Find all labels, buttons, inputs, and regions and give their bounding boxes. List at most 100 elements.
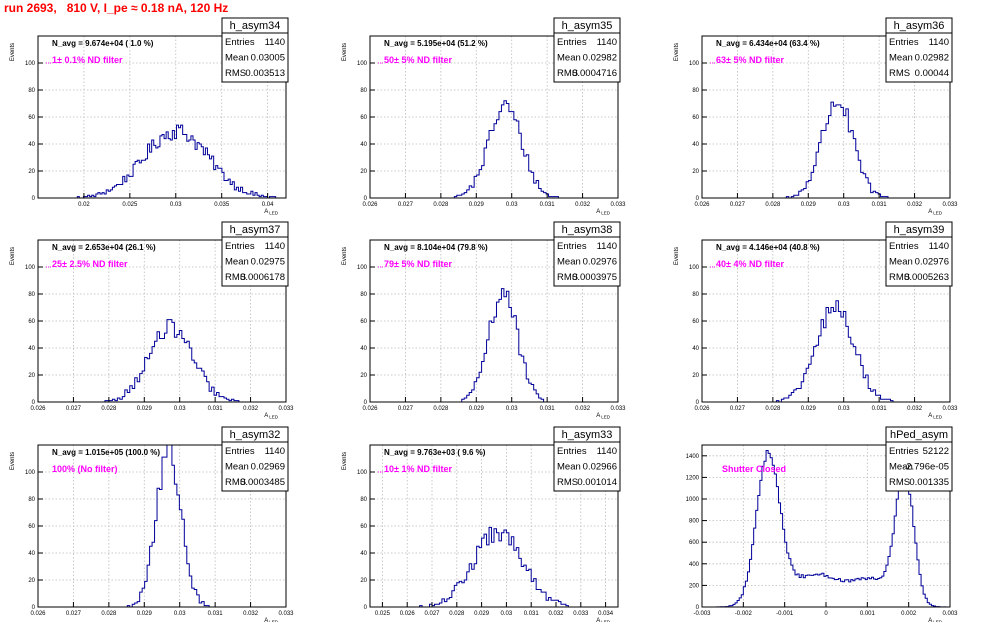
y-tick-label: 0 [696, 196, 700, 202]
x-tick-label: 0.026 [694, 406, 710, 412]
histogram-panel-h_asym39: 0.026 0.027 0.028 0.029 0.03 0.031 0.032 0.033 0… [674, 221, 958, 420]
stats-label: RMS [225, 68, 246, 79]
stats-value: 0.001335 [909, 477, 949, 488]
y-tick-label: 40 [28, 142, 35, 148]
histogram-line [38, 319, 286, 403]
stats-value: 1140 [597, 446, 617, 457]
x-axis-label: ALED [264, 209, 279, 216]
stats-label: Mean [889, 462, 913, 473]
x-tick-label: 0.026 [400, 611, 416, 617]
x-tick-label: 0.03 [838, 406, 850, 412]
x-tick-label: 0.03 [174, 406, 186, 412]
x-tick-label: 0.033 [278, 611, 294, 617]
x-tick-label: 0.026 [30, 406, 46, 412]
x-tick-label: 0.029 [801, 406, 817, 412]
stats-box [553, 426, 621, 492]
histogram-name: h_asym32 [230, 429, 281, 441]
x-tick-label: 0.026 [362, 202, 378, 208]
x-tick-label: 0.033 [942, 406, 958, 412]
y-tick-label: 1000 [686, 497, 700, 503]
stats-label: RMS [225, 477, 246, 488]
stats-value: 0.02982 [915, 53, 949, 64]
filter-annotation: 25± 2.5% ND filter [52, 259, 128, 269]
stats-label: RMS [557, 272, 578, 283]
stats-label: Mean [557, 53, 581, 64]
x-tick-label: 0.033 [278, 406, 294, 412]
histogram-panel-h_asym37: 0.026 0.027 0.028 0.029 0.03 0.031 0.032 0.033 0… [10, 221, 294, 420]
y-tick-label: 200 [689, 583, 700, 589]
x-axis-label: ALED [264, 413, 279, 420]
stats-label: Entries [889, 446, 919, 457]
stats-value: 0.02975 [251, 257, 285, 268]
x-tick-label: 0.032 [907, 406, 923, 412]
y-tick-label: 40 [28, 551, 35, 557]
stats-label: RMS [889, 477, 910, 488]
x-tick-label: 0.028 [433, 406, 449, 412]
x-axis-label: ALED [928, 618, 943, 622]
navg-label: N_avg = 6.434e+04 (63.4 %) [716, 39, 820, 48]
x-tick-label: 0.028 [101, 611, 117, 617]
x-tick-label: 0.025 [122, 202, 138, 208]
y-tick-label: 80 [692, 88, 699, 94]
navg-label: N_avg = 1.015e+05 (100.0 %) [52, 448, 160, 457]
filter-annotation: 10± 1% ND filter [384, 464, 452, 474]
stats-value: 1140 [265, 37, 285, 48]
x-tick-label: 0.027 [66, 611, 82, 617]
y-axis-label: Events [674, 247, 680, 265]
stats-label: Mean [557, 257, 581, 268]
navg-label: N_avg = 9.763e+03 ( 9.6 %) [384, 448, 486, 457]
x-tick-label: 0.027 [424, 611, 440, 617]
y-tick-label: 100 [25, 265, 36, 271]
y-axis-label: Events [10, 247, 16, 265]
stats-value: 52122 [923, 446, 949, 457]
x-tick-label: 0.027 [730, 406, 746, 412]
stats-label: Entries [225, 446, 255, 457]
y-tick-label: 80 [360, 292, 367, 298]
histogram-panel-hPed_asym: -0.003 -0.002 -0.001 0 0.001 0.002 0.003 0 200 40… [686, 426, 958, 622]
stats-label: Entries [557, 241, 587, 252]
filter-annotation: Shutter Closed [722, 464, 786, 474]
stats-label: RMS [557, 68, 578, 79]
histogram-line [38, 124, 286, 199]
y-tick-label: 0 [364, 400, 368, 406]
y-tick-label: 0 [32, 196, 36, 202]
x-tick-label: 0.026 [362, 406, 378, 412]
y-tick-label: 20 [360, 578, 367, 584]
stats-value: 0.02982 [583, 53, 617, 64]
x-tick-label: 0.026 [30, 611, 46, 617]
stats-box [221, 221, 289, 287]
x-tick-label: -0.002 [735, 611, 753, 617]
x-tick-label: 0.03 [170, 202, 182, 208]
x-tick-label: 0.028 [449, 611, 465, 617]
x-tick-label: 0.031 [208, 406, 224, 412]
stats-value: 1140 [265, 446, 285, 457]
x-tick-label: 0.029 [474, 611, 490, 617]
x-axis-label: ALED [596, 209, 611, 216]
y-tick-label: 100 [689, 61, 700, 67]
x-tick-label: 0.027 [730, 202, 746, 208]
y-tick-label: 60 [692, 115, 699, 121]
stats-label: Entries [889, 37, 919, 48]
stats-label: Entries [557, 37, 587, 48]
x-tick-label: 0.032 [243, 406, 259, 412]
x-tick-label: 0.001 [860, 611, 876, 617]
y-tick-label: 40 [360, 346, 367, 352]
y-tick-label: 80 [692, 292, 699, 298]
filter-annotation: 50± 5% ND filter [384, 55, 452, 65]
stats-value: 0.0004716 [572, 68, 617, 79]
stats-label: Mean [225, 257, 249, 268]
y-tick-label: 1200 [686, 475, 700, 481]
y-tick-label: 600 [689, 540, 700, 546]
y-tick-label: 0 [32, 400, 36, 406]
histogram-panel-h_asym35: 0.026 0.027 0.028 0.029 0.03 0.031 0.032 0.033 0… [342, 17, 626, 216]
stats-label: Mean [225, 462, 249, 473]
stats-label: Mean [889, 257, 913, 268]
x-tick-label: 0.026 [694, 202, 710, 208]
filter-annotation: 1± 0.1% ND filter [52, 55, 123, 65]
stats-value: 1140 [265, 241, 285, 252]
y-tick-label: 40 [692, 346, 699, 352]
stats-box [885, 426, 953, 492]
stats-value: -2.796e-05 [903, 462, 949, 473]
stats-box [221, 17, 289, 83]
